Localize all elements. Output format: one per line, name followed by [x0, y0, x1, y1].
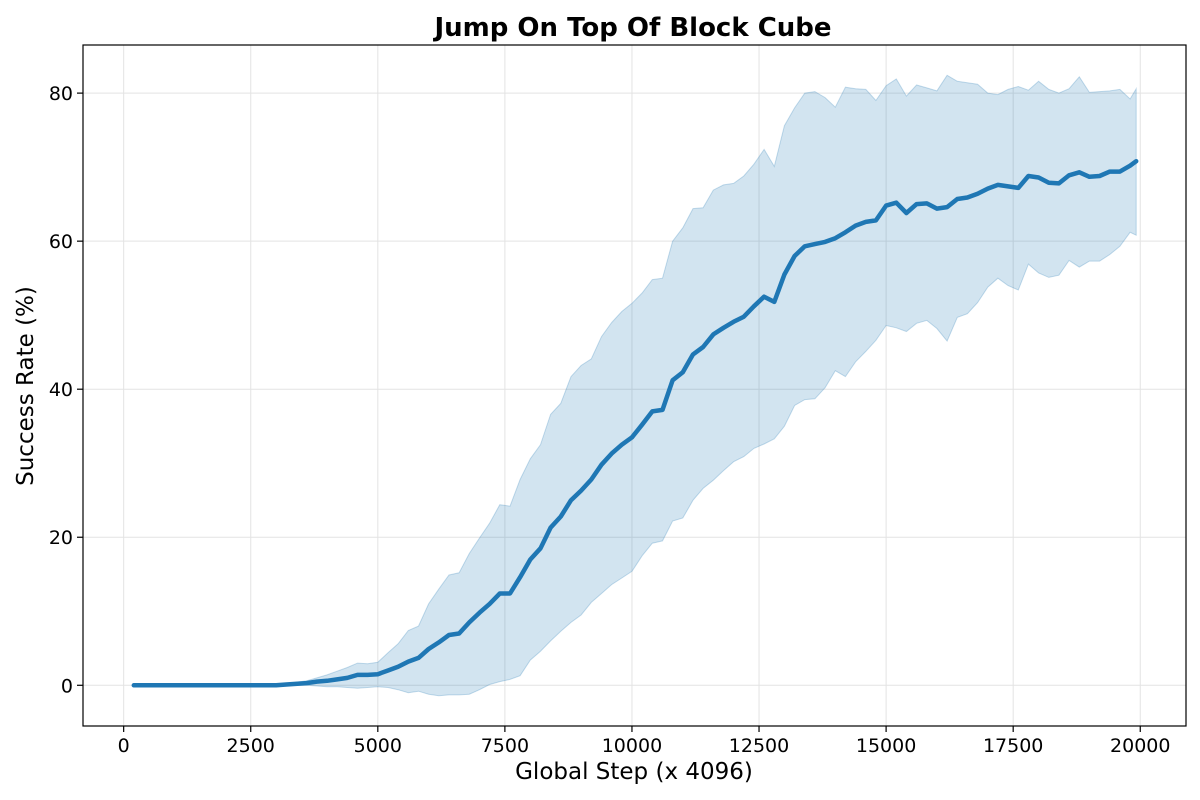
y-tick-label: 40	[49, 379, 73, 401]
x-tick-label: 10000	[602, 735, 662, 757]
y-tick-label: 80	[49, 83, 73, 105]
x-axis-label: Global Step (x 4096)	[515, 759, 753, 785]
x-tick-label: 12500	[729, 735, 789, 757]
x-tick-label: 15000	[856, 735, 916, 757]
x-tick-label: 17500	[983, 735, 1043, 757]
data-layer	[131, 74, 1139, 697]
tick-layer: 0 2500 5000 7500 10000 12500 15000 17500 20000 0 2…	[49, 83, 1171, 757]
x-tick-label: 7500	[481, 735, 529, 757]
y-tick-label: 20	[49, 527, 73, 549]
x-tick-label: 20000	[1110, 735, 1170, 757]
y-tick-label: 0	[61, 675, 73, 697]
x-tick-label: 0	[118, 735, 130, 757]
grid-layer	[83, 45, 1186, 726]
chart-title: Jump On Top Of Block Cube	[432, 13, 831, 43]
x-tick-label: 2500	[227, 735, 275, 757]
x-tick-label: 5000	[354, 735, 402, 757]
mean-success-line	[131, 158, 1139, 688]
plot-frame	[82, 44, 1187, 727]
y-tick-label: 60	[49, 231, 73, 253]
y-axis-label: Success Rate (%)	[13, 286, 39, 486]
confidence-band	[133, 74, 1137, 697]
